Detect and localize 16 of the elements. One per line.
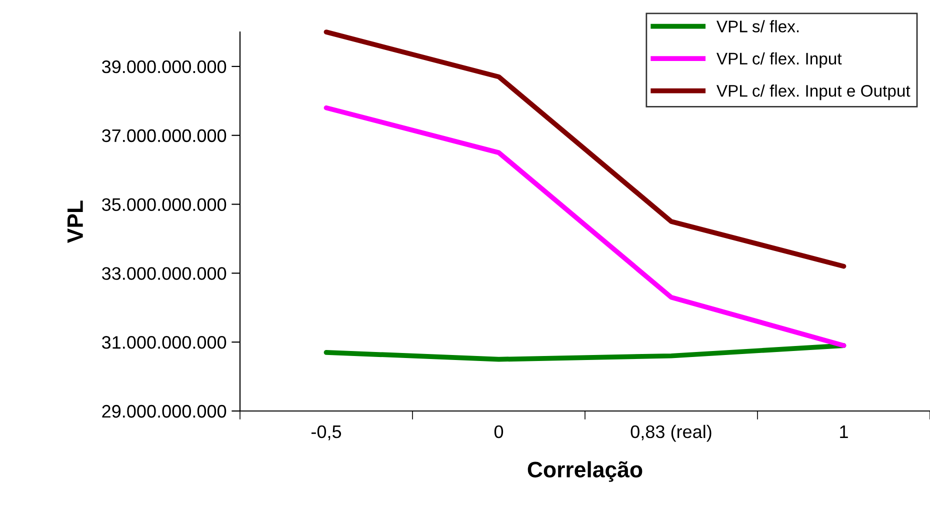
legend-label: VPL c/ flex. Input e Output <box>716 84 910 100</box>
y-axis-title: VPL <box>68 200 83 243</box>
x-tick-label: -0,5 <box>311 425 342 440</box>
x-tick-label: 0,83 (real) <box>630 424 712 442</box>
y-tick-label: 33.000.000.000 <box>102 267 226 280</box>
y-tick-label: 31.000.000.000 <box>102 336 226 349</box>
legend-label: VPL c/ flex. Input <box>716 52 842 68</box>
x-axis-title: Correlação <box>528 461 642 482</box>
line-series <box>324 105 846 348</box>
y-tick-label: 37.000.000.000 <box>102 129 226 142</box>
x-tick-label: 0 <box>494 425 504 438</box>
y-tick-label: 39.000.000.000 <box>102 60 226 74</box>
y-tick-label: 29.000.000.000 <box>102 404 226 418</box>
y-tick-label: 35.000.000.000 <box>102 198 226 211</box>
x-tick-label: 1 <box>840 426 848 438</box>
legend-label: VPL s/ flex. <box>716 20 799 32</box>
